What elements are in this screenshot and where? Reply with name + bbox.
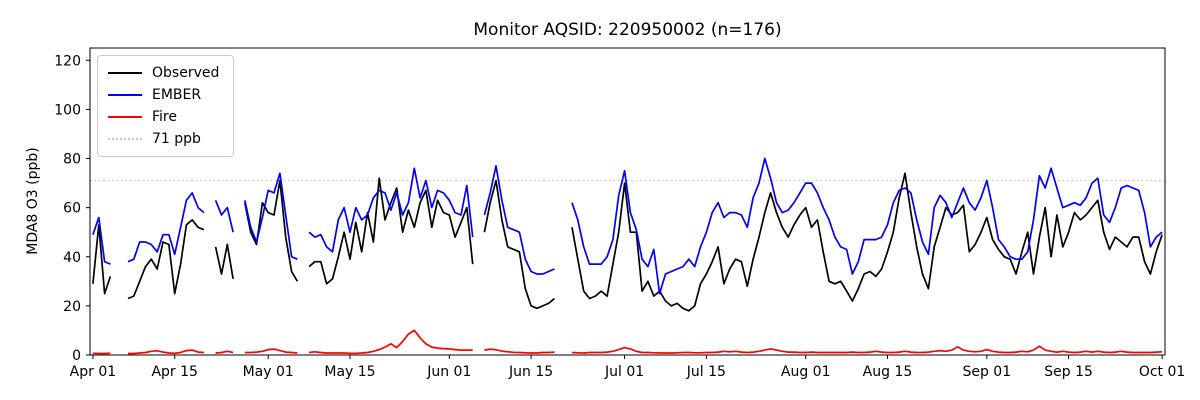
y-tick-label: 40: [63, 250, 81, 266]
legend-item-ember: EMBER: [108, 84, 219, 106]
y-tick-label: 60: [63, 201, 81, 217]
series-observed-line: [127, 219, 205, 300]
x-tick-label: Sep 15: [1044, 364, 1093, 380]
legend-label-71ppb: 71 ppb: [152, 131, 201, 147]
x-tick-label: Jun 15: [508, 364, 553, 380]
x-tick-label: Jul 15: [686, 364, 726, 380]
x-tick-label: Apr 01: [70, 364, 116, 380]
x-tick-label: May 15: [324, 364, 375, 380]
series-fire-line: [308, 329, 473, 355]
legend-label-observed: Observed: [152, 65, 220, 81]
series-observed-line: [214, 243, 234, 280]
legend-item-observed: Observed: [108, 62, 219, 84]
series-ember-line: [483, 165, 555, 275]
y-tick-label: 20: [63, 299, 81, 315]
series-ember-line: [214, 199, 234, 233]
legend-item-71ppb-threshold: 71 ppb: [108, 128, 219, 150]
legend-label-ember: EMBER: [152, 87, 202, 103]
x-tick-label: Jul 01: [604, 364, 644, 380]
plot-frame: [89, 47, 1166, 356]
series-observed-line: [243, 179, 299, 282]
series-ember-line: [243, 172, 298, 260]
series-observed-line: [571, 172, 1163, 312]
y-tick-label: 80: [63, 152, 81, 168]
x-tick-label: Aug 15: [863, 364, 913, 380]
x-tick-label: May 01: [243, 364, 294, 380]
series-ember-line: [571, 157, 1163, 295]
legend: Observed EMBER Fire 71 ppb: [97, 55, 235, 157]
legend-line-swatch-71ppb: [108, 138, 142, 140]
x-tick-label: Jun 01: [426, 364, 471, 380]
series-fire-line: [244, 348, 298, 354]
legend-line-swatch-observed: [108, 72, 142, 74]
series-fire-line: [571, 345, 1163, 354]
series-observed-line: [308, 177, 474, 285]
x-tick-label: Aug 01: [781, 364, 831, 380]
series-ember-line: [308, 167, 474, 253]
x-tick-label: Apr 15: [151, 364, 197, 380]
x-tick-label: Sep 01: [962, 364, 1011, 380]
legend-label-fire: Fire: [152, 109, 177, 125]
series-fire-line: [215, 350, 234, 354]
legend-line-swatch-fire: [108, 116, 142, 118]
series-observed-line: [483, 179, 556, 310]
y-tick-label: 0: [72, 348, 81, 364]
series-ember-line: [92, 216, 111, 265]
legend-line-swatch-ember: [108, 94, 142, 96]
chart-title: Monitor AQSID: 220950002 (n=176): [473, 20, 782, 40]
series-observed-line: [92, 223, 112, 295]
y-tick-label: 100: [54, 102, 81, 118]
series-fire-line: [128, 349, 204, 355]
series-ember-line: [127, 192, 205, 263]
legend-item-fire: Fire: [108, 106, 219, 128]
x-tick-label: Oct 01: [1139, 364, 1185, 380]
series-fire-line: [484, 348, 555, 354]
y-tick-label: 120: [54, 53, 81, 69]
